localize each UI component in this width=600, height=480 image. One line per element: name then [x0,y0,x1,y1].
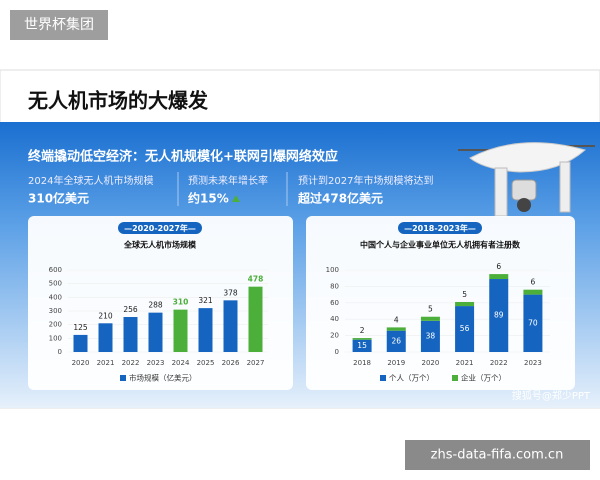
chart-period: —2020-2027年— [124,223,196,233]
y-tick-label: 20 [330,332,339,340]
x-tick-label: 2021 [97,359,115,367]
y-tick-label: 600 [49,266,62,274]
x-tick-label: 2027 [247,359,265,367]
y-tick-label: 500 [49,280,62,288]
data-label: 310 [173,298,189,307]
bar-segment [352,338,372,340]
data-label: 210 [98,311,113,320]
data-label: 321 [198,296,213,305]
bar [223,300,238,352]
x-tick-label: 2020 [72,359,90,367]
legend-label: 个人（万个） [389,374,434,383]
stat-label: 2024年全球无人机市场规模 [28,174,153,187]
stat-value: 310亿美元 [28,191,89,206]
subtitle: 终端撬动低空经济：无人机规模化+联网引爆网络效应 [28,149,338,165]
data-label: 70 [528,318,538,327]
bar-segment [489,274,509,280]
source-mark: 搜狐号@郑少PPT [512,389,591,402]
y-tick-label: 300 [49,307,62,315]
bar [73,334,88,352]
legend-label: 市场规模（亿美元） [129,373,197,383]
period-pill [398,222,482,234]
bar-segment [386,327,406,331]
bar-segment [489,279,509,352]
x-tick-label: 2021 [456,359,474,367]
bar [173,309,188,352]
x-tick-label: 2022 [122,359,140,367]
bar-segment [386,330,406,352]
data-label: 6 [496,262,501,271]
x-tick-label: 2025 [197,359,215,367]
x-tick-label: 2020 [422,359,440,367]
chart-title: 全球无人机市场规模 [123,240,197,250]
data-label: 2 [360,326,365,335]
chart-title: 中国个人与企业事业单位无人机拥有者注册数 [360,240,521,250]
data-label: 4 [394,315,399,324]
data-label: 256 [123,305,138,314]
x-tick-label: 2019 [387,359,405,367]
x-tick-label: 2023 [524,359,542,367]
stat-label: 预计到2027年市场规模将达到 [298,174,433,187]
data-label: 26 [391,336,401,345]
period-pill [118,222,202,234]
data-label: 6 [531,278,536,287]
legend-label: 企业（万个） [461,373,506,383]
bar [198,308,213,352]
data-label: 38 [426,331,436,340]
y-tick-label: 80 [330,282,339,290]
y-tick-label: 40 [330,315,339,323]
stat-value: 约15% [188,191,229,206]
data-label: 56 [460,324,470,333]
footer-site: zhs-data-fifa.com.cn [431,448,564,463]
x-tick-label: 2026 [222,359,240,367]
x-tick-label: 2023 [147,359,165,367]
y-tick-label: 0 [58,348,62,356]
y-tick-label: 100 [326,266,339,274]
data-label: 125 [73,323,88,332]
data-label: 89 [494,311,504,320]
drone [458,142,595,217]
y-tick-label: 400 [49,293,62,301]
stat-label: 预测未来年增长率 [188,174,268,187]
bar-segment [523,294,543,352]
bar [248,286,263,352]
bar-segment [352,339,372,352]
stat-value: 超过478亿美元 [297,191,383,206]
bar [98,323,113,352]
bar-segment [420,316,440,321]
legend-swatch [452,375,458,381]
bar [123,317,138,352]
y-tick-label: 0 [335,348,339,356]
watermark: 世界杯集团 [24,16,94,33]
legend-swatch [120,375,126,381]
chart-period: —2018-2023年— [404,223,476,233]
data-label: 378 [223,288,238,297]
x-tick-label: 2018 [353,359,371,367]
site-box [405,440,590,470]
title: 无人机市场的大爆发 [28,89,209,113]
y-tick-label: 200 [49,321,62,329]
bar-segment [455,306,475,352]
x-tick-label: 2024 [172,359,190,367]
bar [148,312,163,352]
bar-segment [420,320,440,352]
y-tick-label: 60 [330,299,339,307]
data-label: 5 [428,305,433,314]
up-arrow [232,195,240,202]
legend-swatch [380,375,386,381]
watermark-box [10,10,108,40]
data-label: 288 [148,301,163,310]
bar-segment [523,289,543,295]
data-label: 15 [357,341,367,350]
bar-segment [455,301,475,307]
y-tick-label: 100 [49,334,62,342]
data-label: 478 [248,275,264,284]
x-tick-label: 2022 [490,359,508,367]
data-label: 5 [462,290,467,299]
